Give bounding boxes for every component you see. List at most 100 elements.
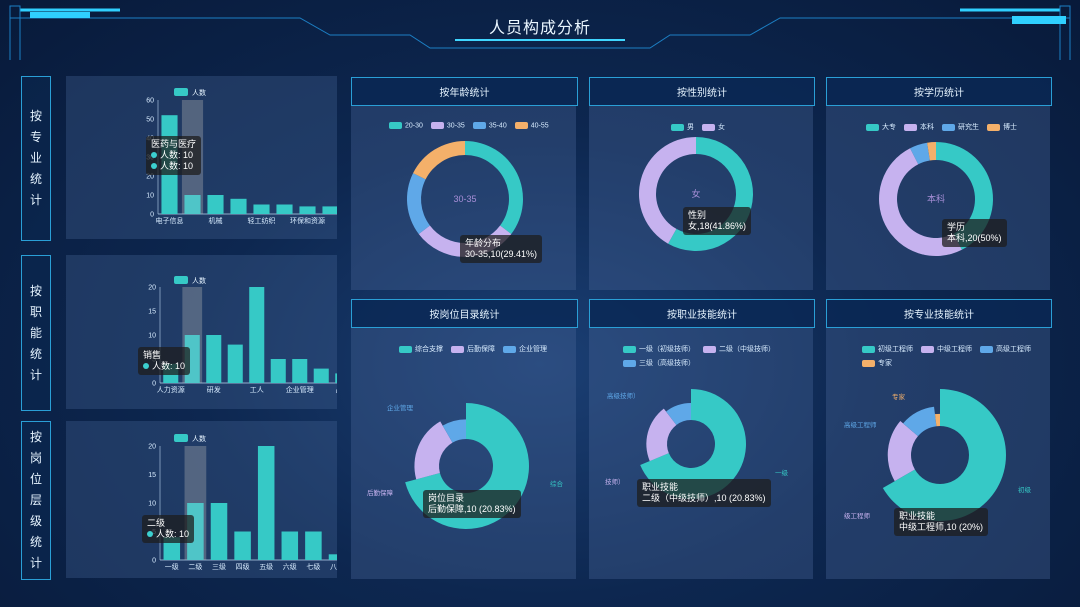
bar-轻工纺织 — [253, 204, 270, 214]
legend-item: 一级（初级技师） — [623, 344, 695, 354]
tooltip: 学历 本科,20(50%) — [942, 219, 1007, 247]
tooltip-line: 本科,20(50%) — [947, 233, 1002, 243]
x-tick-label: 环保和资源 — [290, 216, 325, 225]
panel-skill: 一级 技师） 高级技师） 一级（初级技师） 二级（中级技师） 三级（高级技师） 职业技能 二级… — [589, 327, 813, 579]
tooltip: 职业技能 中级工程师,10 (20%) — [894, 508, 989, 536]
tooltip: 职业技能 二级（中级技师）,10 (20.83%) — [637, 479, 771, 507]
legend-item: 后勤保障 — [451, 344, 495, 354]
center-label: 女 — [691, 188, 700, 199]
tooltip-line: 中级工程师,10 (20%) — [899, 522, 984, 532]
slice-初级工程师 — [882, 389, 1006, 521]
bar-环保和资源 — [299, 206, 316, 214]
y-tick-label: 10 — [148, 333, 156, 340]
slice-label: 企业管理 — [387, 403, 414, 412]
legend-item: 企业管理 — [503, 344, 547, 354]
legend-item: 三级（高级技师） — [623, 358, 695, 368]
legend: 综合支撑 后勤保障 企业管理 — [399, 344, 547, 354]
tooltip: 销售 人数: 10 — [138, 347, 191, 375]
bar-品牌 — [335, 373, 351, 383]
tooltip-line: 30-35,10(29.41%) — [465, 249, 538, 259]
slice-女 — [639, 137, 696, 244]
x-tick-label: 轻工纺织 — [248, 216, 276, 225]
y-tick-label: 10 — [148, 501, 156, 508]
x-tick-label: 电子信息 — [156, 216, 184, 225]
x-tick-label: 七级 — [306, 562, 320, 571]
slice-专家 — [934, 413, 940, 427]
slice-label: 一级 — [775, 468, 789, 477]
side-label-level: 按岗位层级统计 — [21, 421, 51, 580]
bar-行政 — [270, 359, 286, 383]
tooltip-line: 二级（中级技师）,10 (20.83%) — [642, 493, 766, 503]
chart-function: 人数05101520人力资源研发工人企业管理品牌 — [148, 276, 375, 394]
side-label-char: 级 — [29, 514, 42, 528]
legend-item: 二级（中级技师） — [703, 344, 775, 354]
tooltip: 岗位目录 后勤保障,10 (20.83%) — [423, 490, 521, 518]
panel-major: 人数0102030405060电子信息机械轻工纺织环保和资源 医药与医疗人数: … — [66, 76, 388, 239]
side-label-char: 专 — [29, 130, 42, 144]
side-label-char: 统 — [29, 346, 42, 361]
x-tick-label: 品牌 — [336, 385, 337, 394]
side-label-char: 计 — [29, 193, 42, 207]
tooltip: 性别 女,18(41.86%) — [683, 207, 752, 235]
bar-医药与医疗 — [184, 195, 201, 214]
side-label-char: 按 — [29, 430, 42, 444]
legend-item: 中级工程师 — [921, 344, 972, 354]
tooltip-title: 医药与医疗 — [151, 139, 197, 149]
panel-post: 综合 后勤保障 企业管理 综合支撑 后勤保障 企业管理 岗位目录 后勤保障,10 (20.83… — [351, 327, 576, 579]
slice-20-30 — [465, 141, 523, 234]
legend: 20-30 30-35 35-40 40-55 — [389, 122, 549, 129]
legend-swatch — [174, 434, 188, 442]
x-tick-label: 六级 — [283, 562, 297, 571]
slice-一级（初级技师） — [640, 389, 746, 499]
header-frame — [9, 5, 1071, 60]
bar-三级 — [210, 503, 228, 560]
bar-其他 — [322, 206, 339, 214]
slice-label: 综合 — [550, 479, 564, 488]
side-label-char: 统 — [29, 172, 42, 186]
legend-item: 女 — [702, 122, 725, 132]
legend: 初级工程师 中级工程师 高级工程师 专家 — [862, 344, 1032, 368]
legend: 男女 — [671, 122, 725, 132]
slice-label: 初级 — [1018, 485, 1032, 494]
bar-采购 — [313, 368, 329, 383]
x-tick-label: 研发 — [207, 385, 221, 394]
x-tick-label: 企业管理 — [286, 385, 314, 394]
y-tick-label: 20 — [148, 444, 156, 451]
legend-item: 综合支撑 — [399, 344, 443, 354]
bar-机械 — [207, 195, 224, 214]
slice-本科 — [879, 148, 962, 256]
tooltip-line: 人数: 10 — [143, 361, 185, 372]
bar-五级 — [257, 446, 275, 560]
slice-label: 专家 — [892, 392, 906, 401]
x-tick-label: 工人 — [250, 386, 264, 394]
panel-edu: 本科 大专 本科 研究生 博士 学历 本科,20(50%) — [826, 105, 1050, 290]
side-label-char: 按 — [29, 283, 42, 298]
legend-item: 博士 — [987, 122, 1017, 132]
side-label-char: 按 — [29, 109, 42, 123]
bar-四级 — [234, 531, 251, 560]
bar-研发 — [206, 335, 222, 383]
legend-label: 人数 — [192, 88, 206, 97]
tooltip-title: 岗位目录 — [428, 493, 465, 503]
tooltip: 年龄分布 30-35,10(29.41%) — [460, 235, 543, 263]
slice-研究生 — [910, 142, 930, 165]
legend-item: 20-30 — [389, 122, 423, 129]
bar-化工 — [230, 198, 247, 214]
tooltip-line: 人数: 10 — [151, 161, 196, 172]
side-label-char: 能 — [29, 325, 42, 340]
legend-item: 30-35 — [430, 122, 465, 129]
center-label: 30-35 — [453, 194, 476, 204]
side-label-char: 职 — [29, 304, 42, 319]
tooltip-line: 人数: 10 — [151, 150, 196, 161]
panel-age: 30-35 20-30 30-35 35-40 40-55 年龄分布 30-35,10(29… — [351, 105, 576, 290]
bar-六级 — [281, 531, 299, 560]
y-tick-label: 15 — [148, 309, 156, 316]
center-label: 本科 — [927, 193, 945, 204]
y-tick-label: 20 — [146, 174, 154, 181]
legend-item: 初级工程师 — [862, 344, 913, 354]
y-tick-label: 0 — [152, 381, 156, 388]
x-tick-label: 一级 — [165, 562, 179, 571]
tooltip-title: 二级 — [147, 518, 166, 528]
x-tick-label: 人力资源 — [157, 385, 185, 394]
